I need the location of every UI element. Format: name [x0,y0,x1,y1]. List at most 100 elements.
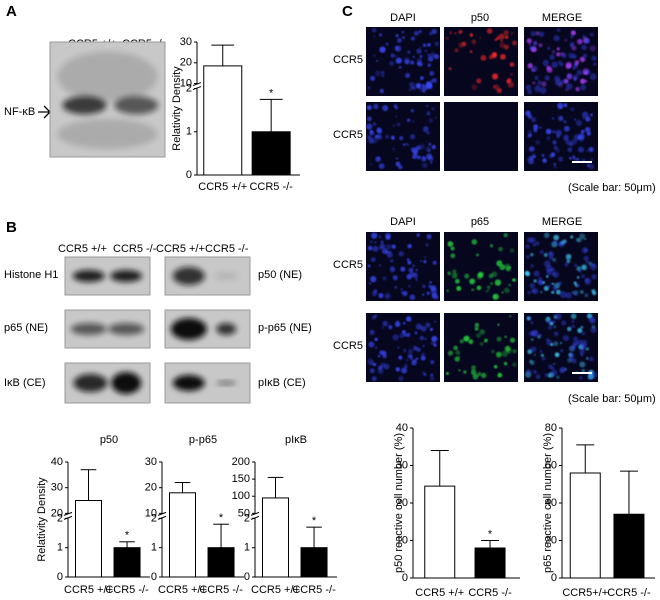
axis-break [193,84,201,89]
cell-dot [382,320,388,327]
y-tick-label: 0 [186,169,192,181]
cell-dot [542,158,547,163]
x-tick-label: CCR5 -/- [292,584,336,596]
cell-dot [564,262,569,267]
blot-column: CCR5 -/- [113,243,157,255]
cell-dot [371,290,378,297]
cell-dot [420,325,427,332]
cell-dot [579,56,586,63]
cell-dot [564,38,568,42]
y-tick-label: 10 [396,534,408,546]
blot-band [216,381,237,385]
cell-dot [513,278,517,282]
cell-dot [503,361,508,366]
cell-dot [561,320,567,326]
cell-dot [431,107,435,111]
cell-dot [371,232,378,239]
cell-dot [496,336,502,342]
cell-dot [554,313,562,320]
cell-dot [371,27,377,33]
cell-dot [381,326,384,329]
cell-dot [526,157,531,162]
cell-dot [584,126,591,133]
significance: * [312,515,317,527]
cell-dot [474,322,480,327]
cell-dot [570,107,575,112]
y-tick-label: 2 [57,512,63,524]
cell-dot [378,134,381,138]
cell-dot [434,41,440,47]
cell-dot [532,81,536,85]
cell-dot [581,274,585,279]
cell-dot [394,55,398,58]
cell-dot [543,232,550,239]
cell-dot [543,260,551,268]
cell-dot [398,355,403,360]
cell-dot [454,356,460,362]
cell-dot [381,70,385,75]
cell-dot [378,235,382,239]
blot-band [216,323,237,335]
y-tick-label: 0 [57,571,63,583]
y-tick-label: 40 [545,497,557,509]
cell-dot [393,105,396,109]
cell-dot [378,246,382,250]
y-tick-label: 30 [396,459,408,471]
cell-dot [408,267,414,273]
cell-dot [576,69,583,76]
cell-dot [372,54,376,57]
y-tick-label: 30 [145,456,157,468]
cell-dot [470,369,477,375]
cell-dot [570,235,574,239]
cell-dot [397,346,400,349]
cell-dot [585,260,589,264]
cell-dot [455,350,461,356]
cell-dot [418,29,422,34]
cell-dot [528,316,532,321]
cell-dot [526,38,532,44]
cell-dot [579,343,587,351]
cell-dot [398,66,402,69]
y-tick-label: 2 [186,82,192,94]
cell-dot [491,349,495,354]
cell-dot [471,365,477,371]
blot-row: p-p65 (NE) [258,322,312,334]
cell-dot [508,283,512,287]
cell-dot [577,327,583,334]
cell-dot [408,244,412,248]
cell-dot [461,41,467,47]
cell-dot [403,333,407,337]
cell-dot [402,321,406,325]
cell-dot [533,124,539,130]
cell-dot [448,67,452,71]
cell-dot [433,343,437,347]
blot-band [73,374,108,392]
cell-dot [416,48,422,54]
cell-dot [531,65,538,72]
cell-dot [565,292,572,299]
cell-dot [471,39,477,45]
cell-dot [431,144,436,150]
cell-dot [498,246,503,252]
cell-dot [480,54,487,61]
cell-dot [476,333,481,338]
y-tick-label: 200 [232,456,250,468]
cell-dot [592,291,597,296]
cell-dot [584,79,588,83]
cell-dot [509,315,512,318]
cell-dot [367,264,371,268]
cell-dot [458,369,461,372]
cell-dot [557,243,562,247]
panel-label: A [6,3,17,20]
cell-dot [403,348,407,353]
cell-dot [544,75,550,81]
cell-dot [410,60,415,65]
blot-band [57,119,158,149]
bar [262,497,289,578]
cell-dot [446,289,449,293]
cell-dot [428,142,432,146]
cell-dot [415,82,422,89]
cell-dot [561,52,567,59]
cell-dot [569,156,572,160]
x-tick-label: CCR5 -/- [249,181,293,193]
